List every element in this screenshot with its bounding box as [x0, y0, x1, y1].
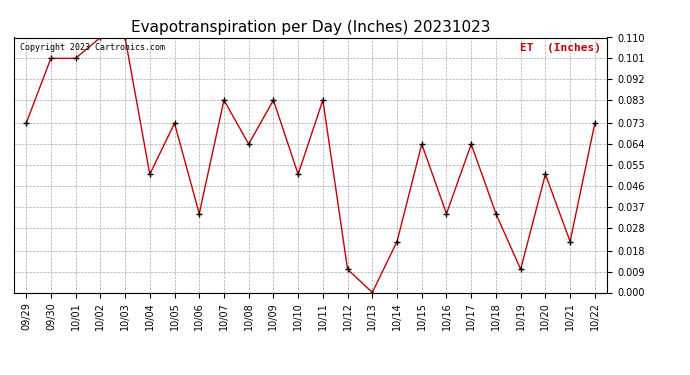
Title: Evapotranspiration per Day (Inches) 20231023: Evapotranspiration per Day (Inches) 2023…: [130, 20, 491, 35]
Text: Copyright 2023 Cartronics.com: Copyright 2023 Cartronics.com: [20, 43, 165, 52]
Text: ET  (Inches): ET (Inches): [520, 43, 601, 52]
